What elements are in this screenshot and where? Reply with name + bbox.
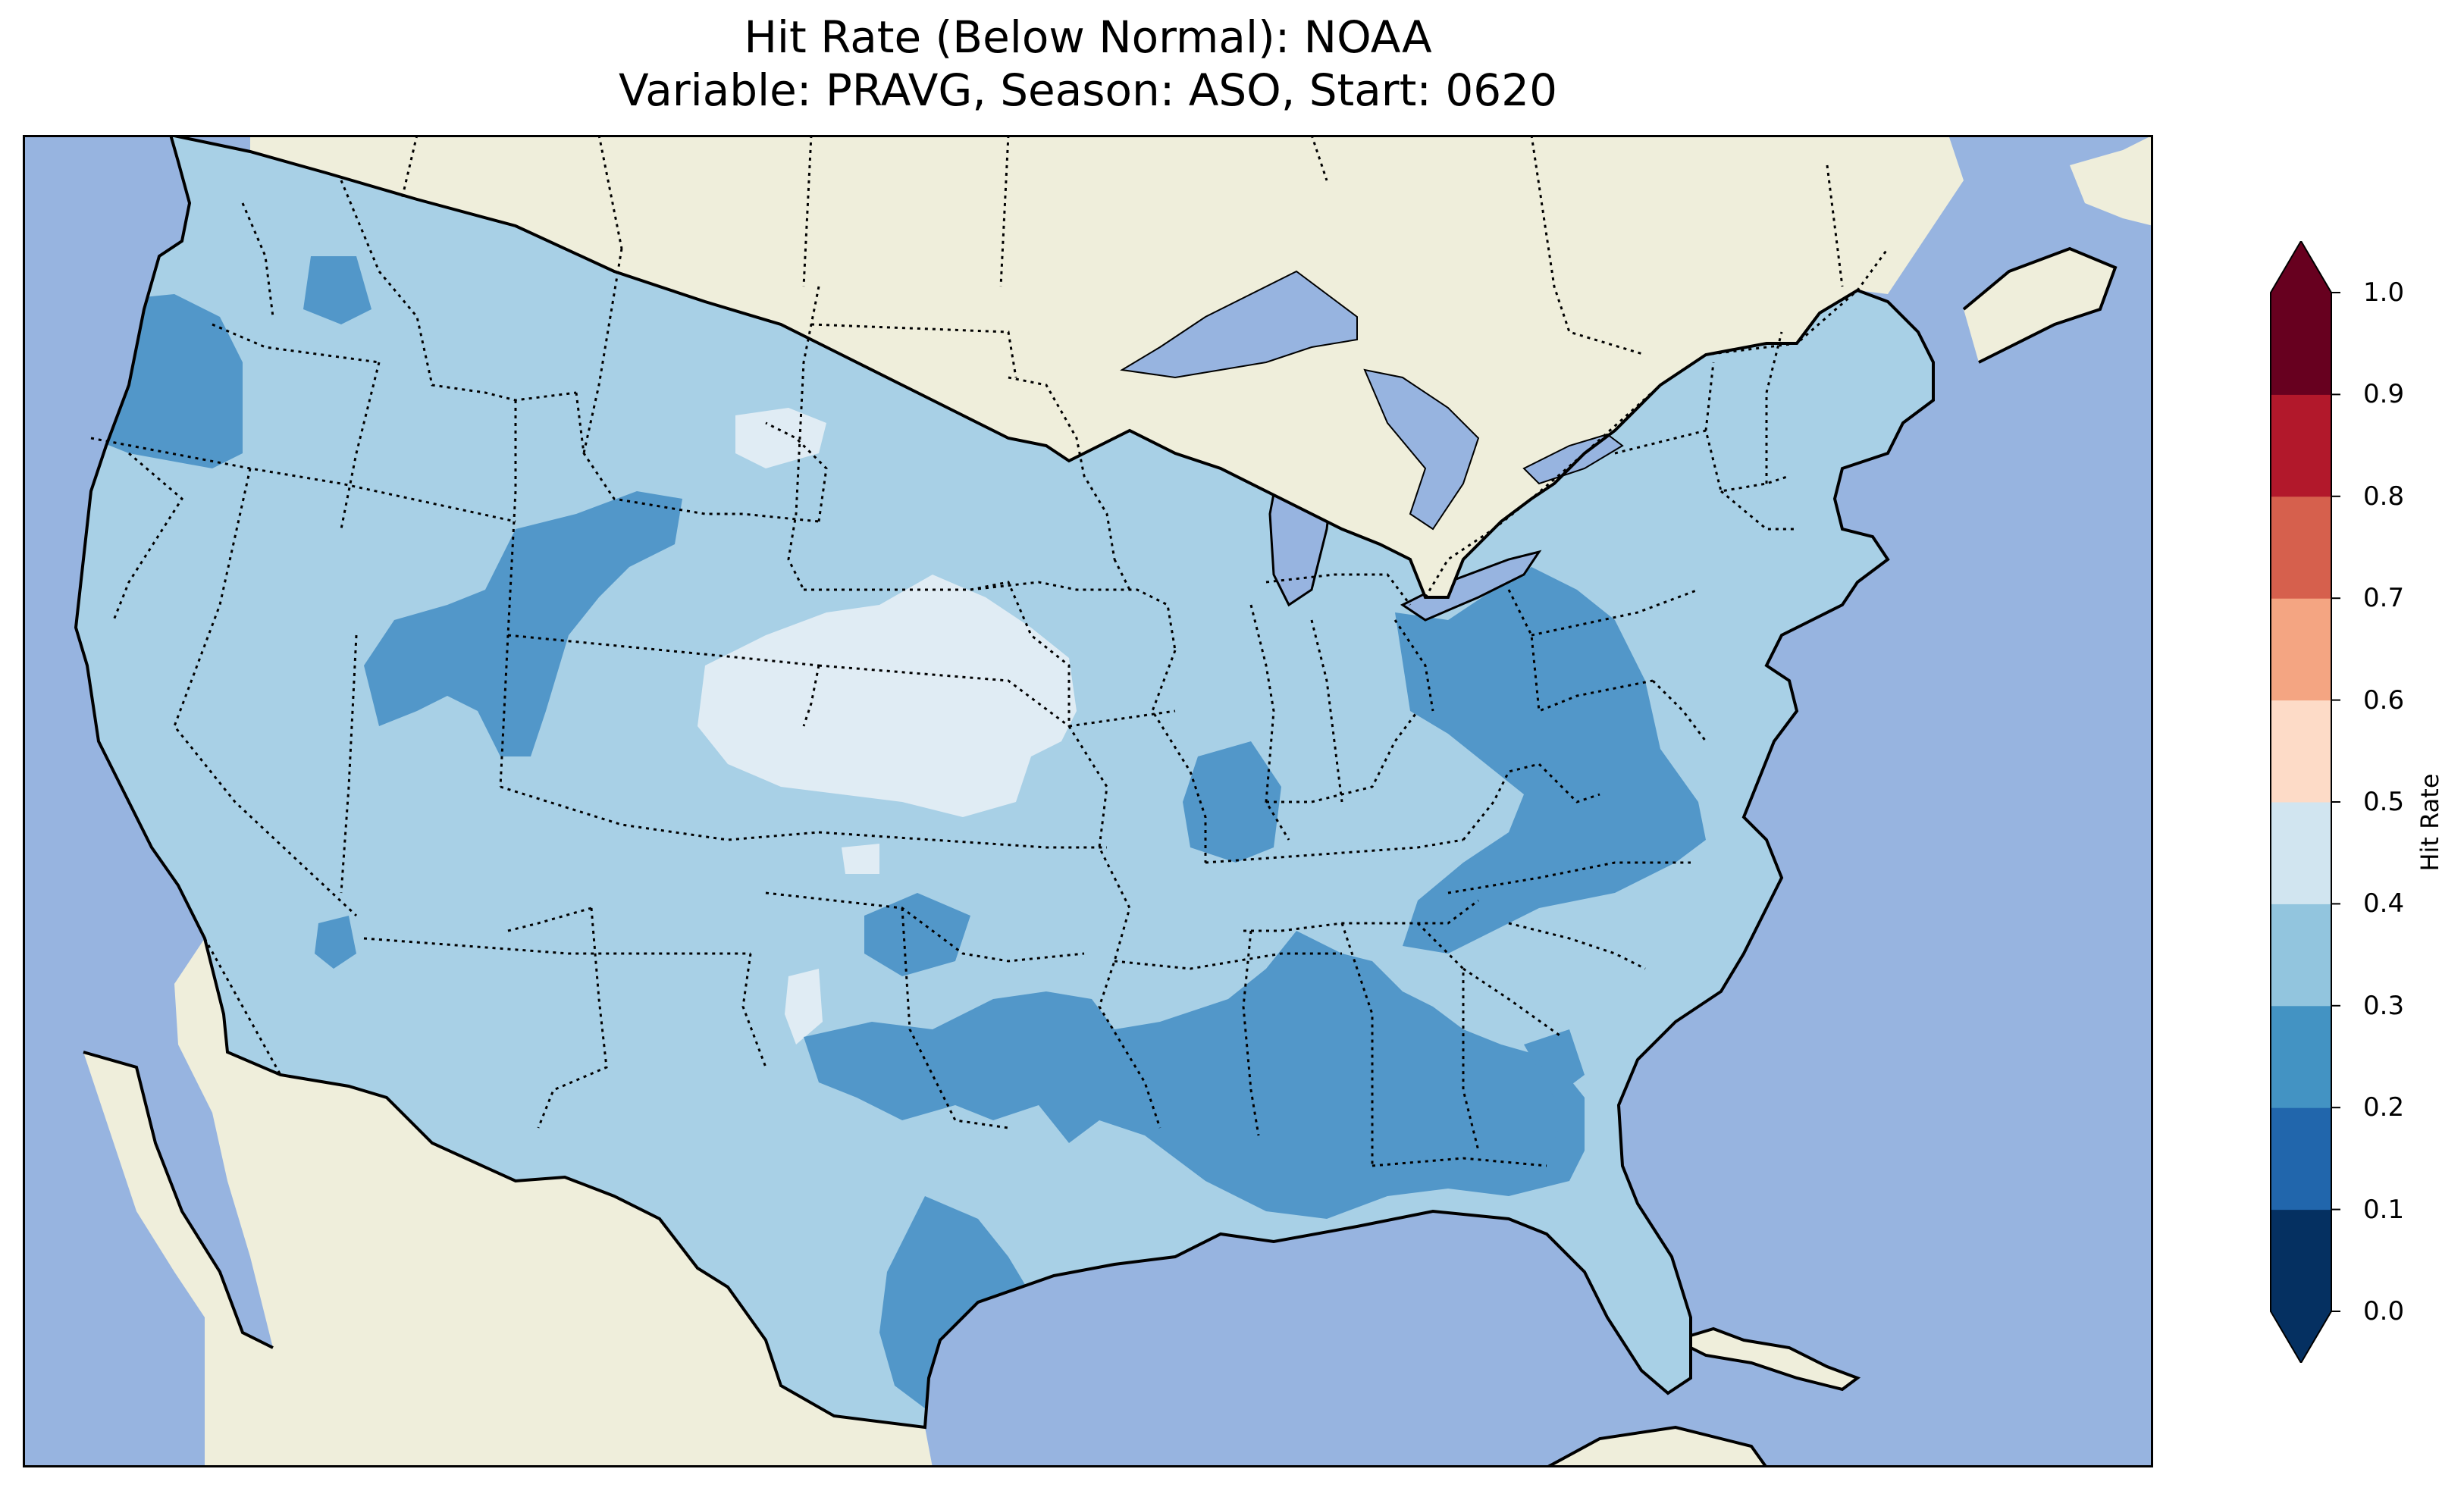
map-frame <box>23 135 2153 1467</box>
colorbar-extend-min <box>2271 1311 2331 1363</box>
lake-superior <box>1120 270 1358 379</box>
colorbar-tick-label: 0.3 <box>2363 990 2405 1021</box>
title-line-1: Hit Rate (Below Normal): NOAA <box>744 11 1432 63</box>
state-borders <box>90 180 1797 1167</box>
map-title: Hit Rate (Below Normal): NOAA Variable: … <box>23 11 2153 117</box>
class-0.2-0.3-region <box>804 931 1585 1219</box>
class-0.2-0.3-region <box>1524 1029 1585 1098</box>
colorbar-tick-label: 0.5 <box>2363 787 2405 817</box>
maritimes-land <box>1964 249 2115 362</box>
us-map <box>23 135 2153 1467</box>
class-0.4-0.5-region <box>735 408 826 468</box>
colorbar-bin <box>2271 700 2331 803</box>
class-0.2-0.3-region <box>303 256 371 324</box>
colorbar-tick-label: 0.8 <box>2363 481 2405 512</box>
class-0.2-0.3-region <box>364 491 682 756</box>
colorbar-bin <box>2271 394 2331 497</box>
colorbar-tick-label: 0.6 <box>2363 684 2405 716</box>
class-0.2-0.3-region <box>315 916 356 969</box>
lake-erie <box>1400 550 1542 622</box>
lake-huron <box>1363 368 1480 531</box>
colorbar-bin <box>2271 598 2331 701</box>
class-0.2-0.3-region <box>1183 741 1281 863</box>
class-0.4-0.5-region <box>785 969 823 1045</box>
coastlines <box>74 135 2118 1467</box>
colorbar-tick-label: 0.9 <box>2363 379 2405 410</box>
colorbar-tick-label: 0.1 <box>2363 1194 2405 1225</box>
class-0.2-0.3-region <box>1509 1060 1562 1181</box>
lake-ontario <box>1522 433 1624 485</box>
colorbar-bin <box>2271 1209 2331 1312</box>
class-0.2-0.3-region <box>879 1196 1031 1408</box>
colorbar-tick-label: 1.0 <box>2363 277 2405 308</box>
colorbar-bin <box>2271 904 2331 1007</box>
class-0.4-0.5-region <box>698 575 1077 817</box>
colorbar-extend-max <box>2271 241 2331 293</box>
colorbar-tick-label: 0.0 <box>2363 1296 2405 1326</box>
cuba-land <box>1671 1326 1861 1392</box>
class-0.4-0.5-region <box>842 844 879 874</box>
colorbar-bin <box>2271 1005 2331 1108</box>
canada-land <box>250 135 1964 597</box>
colorbar-bin <box>2271 802 2331 904</box>
class-0.2-0.3-region <box>1395 567 1706 954</box>
colorbar-bin <box>2271 496 2331 599</box>
class-0.2-0.3-region <box>864 893 970 976</box>
mexico-land <box>83 938 933 1467</box>
newfoundland-land <box>2070 135 2153 226</box>
colorbar-bin <box>2271 1107 2331 1211</box>
colorbar-bin <box>2271 293 2331 395</box>
colorbar-title: Hit Rate <box>2415 773 2444 872</box>
colorbar-tick-label: 0.2 <box>2363 1092 2405 1123</box>
colorbar-tick-label: 0.7 <box>2363 583 2405 614</box>
colorbar <box>2270 241 2340 1363</box>
colorbar-tick-label: 0.4 <box>2363 888 2405 919</box>
title-line-2: Variable: PRAVG, Season: ASO, Start: 062… <box>619 64 1557 116</box>
